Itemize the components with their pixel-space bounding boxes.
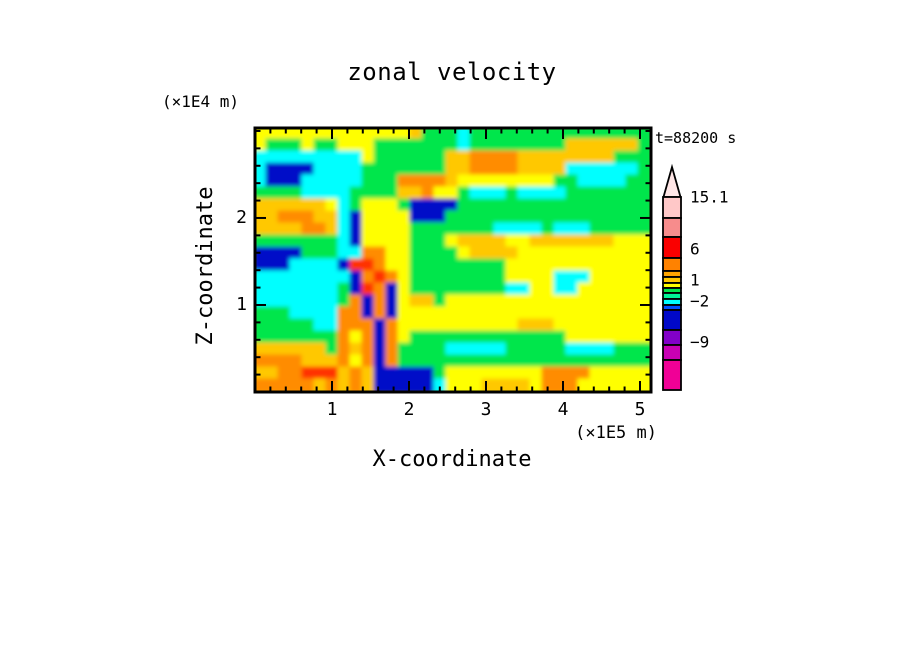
x-tick-label: 5 <box>634 399 646 420</box>
colorbar-segment <box>662 217 682 238</box>
plot-title: zonal velocity <box>347 58 557 86</box>
colorbar-label: −2 <box>690 292 709 311</box>
colorbar: 15.1 6 1 −2 −9 <box>662 163 729 391</box>
y-axis-title: Z-coordinate <box>193 186 218 346</box>
contour-plot <box>253 126 653 394</box>
x-tick-label: 2 <box>403 399 415 420</box>
colorbar-label: 15.1 <box>690 188 729 207</box>
colorbar-segment <box>662 329 682 346</box>
y-tick-label: 1 <box>236 293 247 315</box>
colorbar-label: −9 <box>690 333 709 352</box>
colorbar-label: 1 <box>690 271 700 290</box>
x-tick-label: 1 <box>326 399 338 420</box>
plot-frame <box>253 126 653 394</box>
y-tick-label: 2 <box>236 206 247 228</box>
colorbar-segment <box>662 309 682 331</box>
y-axis-unit-label: (×1E4 m) <box>162 92 240 111</box>
colorbar-segment <box>662 257 682 272</box>
x-tick-label: 3 <box>480 399 492 420</box>
colorbar-segment <box>662 236 682 259</box>
x-axis-unit-label: (×1E5 m) <box>575 423 657 443</box>
colorbar-segment <box>662 359 682 391</box>
colorbar-arrow-tip <box>662 163 682 198</box>
colorbar-segment <box>662 196 682 219</box>
contour-field <box>255 128 651 392</box>
colorbar-segment <box>662 344 682 361</box>
colorbar-label: 6 <box>690 240 700 259</box>
time-label: t=88200 s <box>655 129 737 147</box>
x-axis-title: X-coordinate <box>372 447 532 472</box>
x-tick-label: 4 <box>557 399 569 420</box>
